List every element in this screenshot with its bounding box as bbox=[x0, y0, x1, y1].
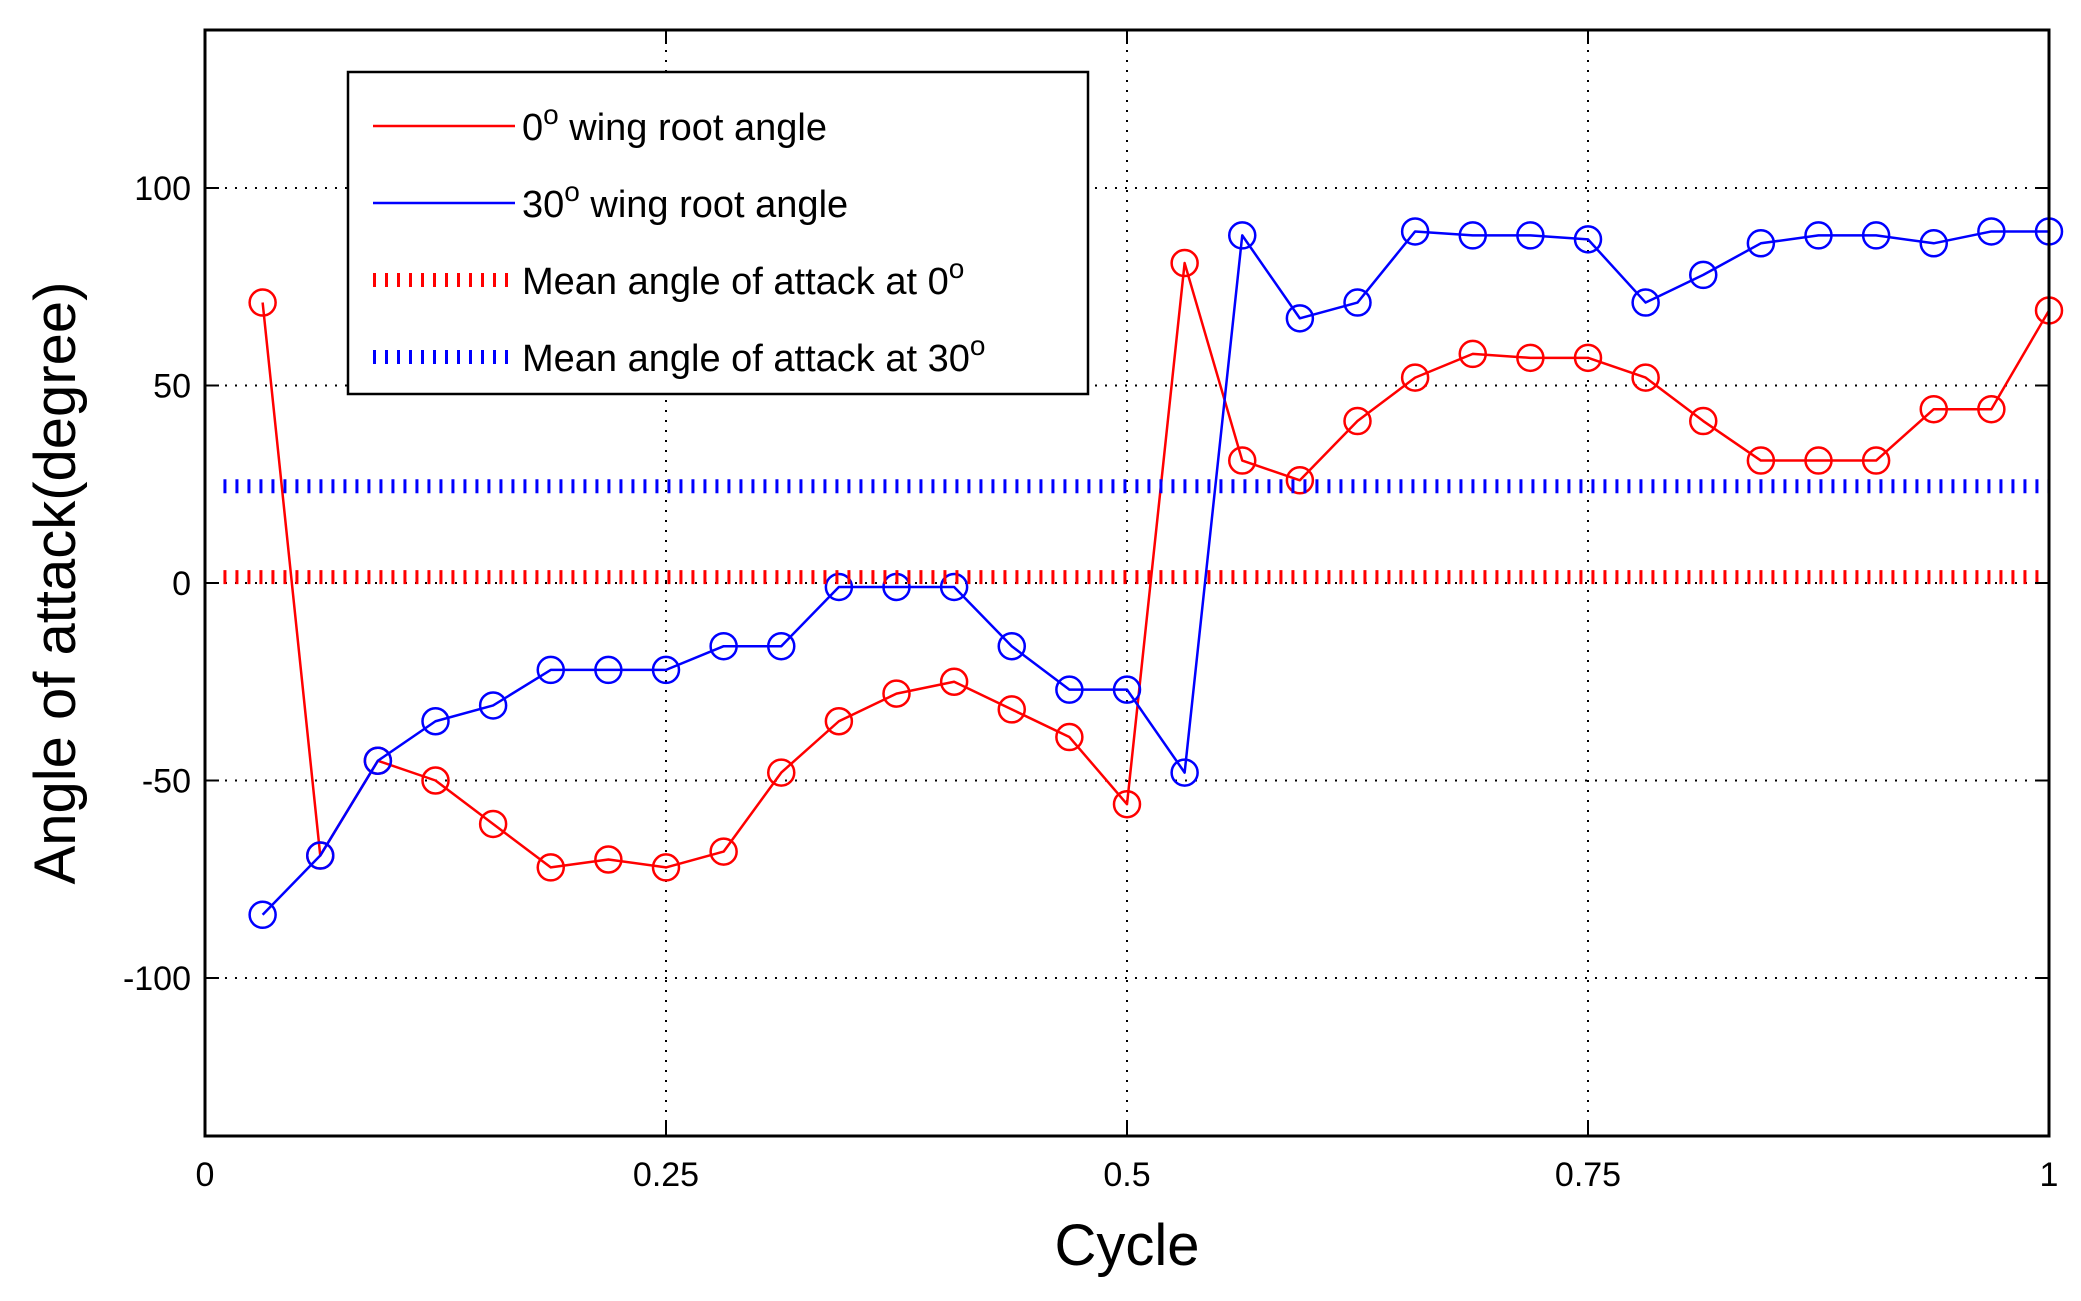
data-point bbox=[1804, 221, 1833, 250]
y-tick-label: -50 bbox=[142, 763, 191, 801]
data-point bbox=[824, 572, 854, 602]
legend-item: 30o wing root angle bbox=[373, 176, 848, 226]
data-point bbox=[1861, 446, 1891, 475]
axis-ticks: 0 0.25 0.5 0.75 1 -100 -50 0 50 100 bbox=[123, 30, 2059, 1194]
data-point bbox=[824, 707, 854, 736]
legend-label: Mean angle of attack at 30o bbox=[522, 330, 985, 380]
x-tick-label: 1 bbox=[2040, 1156, 2059, 1194]
legend-item: Mean angle of attack at 0o bbox=[373, 253, 964, 303]
x-tick-label: 0.25 bbox=[633, 1156, 699, 1194]
data-point bbox=[1804, 446, 1833, 475]
data-point bbox=[1400, 217, 1430, 246]
data-point bbox=[1343, 288, 1372, 317]
grid-lines bbox=[205, 30, 2049, 1136]
data-point bbox=[594, 655, 623, 685]
data-point bbox=[1170, 248, 1199, 278]
data-point bbox=[1689, 406, 1718, 436]
data-point bbox=[651, 655, 681, 685]
x-tick-label: 0.75 bbox=[1555, 1156, 1621, 1194]
y-tick-label: 50 bbox=[153, 368, 191, 406]
data-point bbox=[363, 746, 393, 775]
data-point bbox=[1228, 221, 1257, 250]
data-point bbox=[1285, 304, 1315, 333]
y-tick-label: 100 bbox=[134, 170, 191, 208]
data-point bbox=[1516, 221, 1545, 250]
data-point bbox=[1977, 217, 2006, 246]
data-point bbox=[536, 853, 565, 882]
series-0o-wing-root-angle bbox=[248, 248, 2064, 882]
data-point bbox=[1516, 343, 1545, 373]
data-point bbox=[939, 572, 969, 602]
x-tick-label: 0.5 bbox=[1103, 1156, 1150, 1194]
data-point bbox=[536, 655, 565, 685]
data-point bbox=[1631, 363, 1660, 392]
data-point bbox=[421, 707, 450, 736]
data-point bbox=[1746, 229, 1776, 258]
data-point bbox=[1400, 363, 1430, 392]
data-point bbox=[1977, 394, 2006, 424]
legend-item: Mean angle of attack at 30o bbox=[373, 330, 985, 380]
data-point bbox=[1170, 758, 1199, 787]
data-point bbox=[1112, 675, 1142, 704]
data-point bbox=[997, 631, 1026, 661]
data-point bbox=[1285, 466, 1315, 495]
legend: 0o wing root angle 30o wing root angle Mea… bbox=[346, 70, 1090, 396]
data-point bbox=[1919, 394, 1948, 424]
data-point bbox=[1689, 260, 1718, 290]
data-point bbox=[478, 691, 508, 720]
data-point bbox=[767, 631, 796, 661]
data-point bbox=[882, 679, 911, 708]
data-point bbox=[478, 809, 508, 839]
data-point bbox=[1631, 288, 1660, 317]
data-point bbox=[248, 288, 277, 317]
y-axis-title: Angle of attack(degree) bbox=[23, 282, 88, 885]
legend-label: Mean angle of attack at 0o bbox=[522, 253, 964, 303]
data-point bbox=[1458, 339, 1487, 369]
data-point bbox=[709, 837, 738, 866]
data-point bbox=[997, 695, 1026, 724]
data-point bbox=[421, 766, 450, 795]
legend-label: 30o wing root angle bbox=[522, 176, 848, 226]
data-point bbox=[594, 845, 623, 874]
data-point bbox=[1055, 675, 1084, 704]
series-30o-wing-root-angle bbox=[248, 217, 2064, 930]
data-point bbox=[939, 667, 969, 696]
series-line bbox=[261, 261, 2051, 869]
series-line bbox=[261, 230, 2049, 916]
data-point bbox=[709, 631, 738, 661]
data-point bbox=[248, 900, 277, 930]
data-point bbox=[1919, 229, 1948, 258]
y-tick-label: 0 bbox=[172, 565, 191, 603]
x-tick-label: 0 bbox=[196, 1156, 215, 1194]
data-point bbox=[1861, 221, 1891, 250]
data-point bbox=[1055, 722, 1084, 752]
legend-label: 0o wing root angle bbox=[522, 99, 827, 149]
x-axis-title: Cycle bbox=[1054, 1213, 1199, 1278]
data-point bbox=[1746, 446, 1776, 475]
data-point bbox=[1228, 446, 1257, 475]
plot-series bbox=[223, 217, 2064, 930]
data-point bbox=[1573, 225, 1603, 254]
legend-item: 0o wing root angle bbox=[373, 99, 827, 149]
data-point bbox=[767, 758, 796, 787]
data-point bbox=[1343, 406, 1372, 436]
y-tick-label: -100 bbox=[123, 960, 191, 998]
data-point bbox=[306, 841, 335, 870]
data-point bbox=[1458, 221, 1487, 250]
data-point bbox=[1112, 789, 1142, 819]
data-point bbox=[1573, 343, 1603, 373]
data-point bbox=[651, 853, 681, 882]
